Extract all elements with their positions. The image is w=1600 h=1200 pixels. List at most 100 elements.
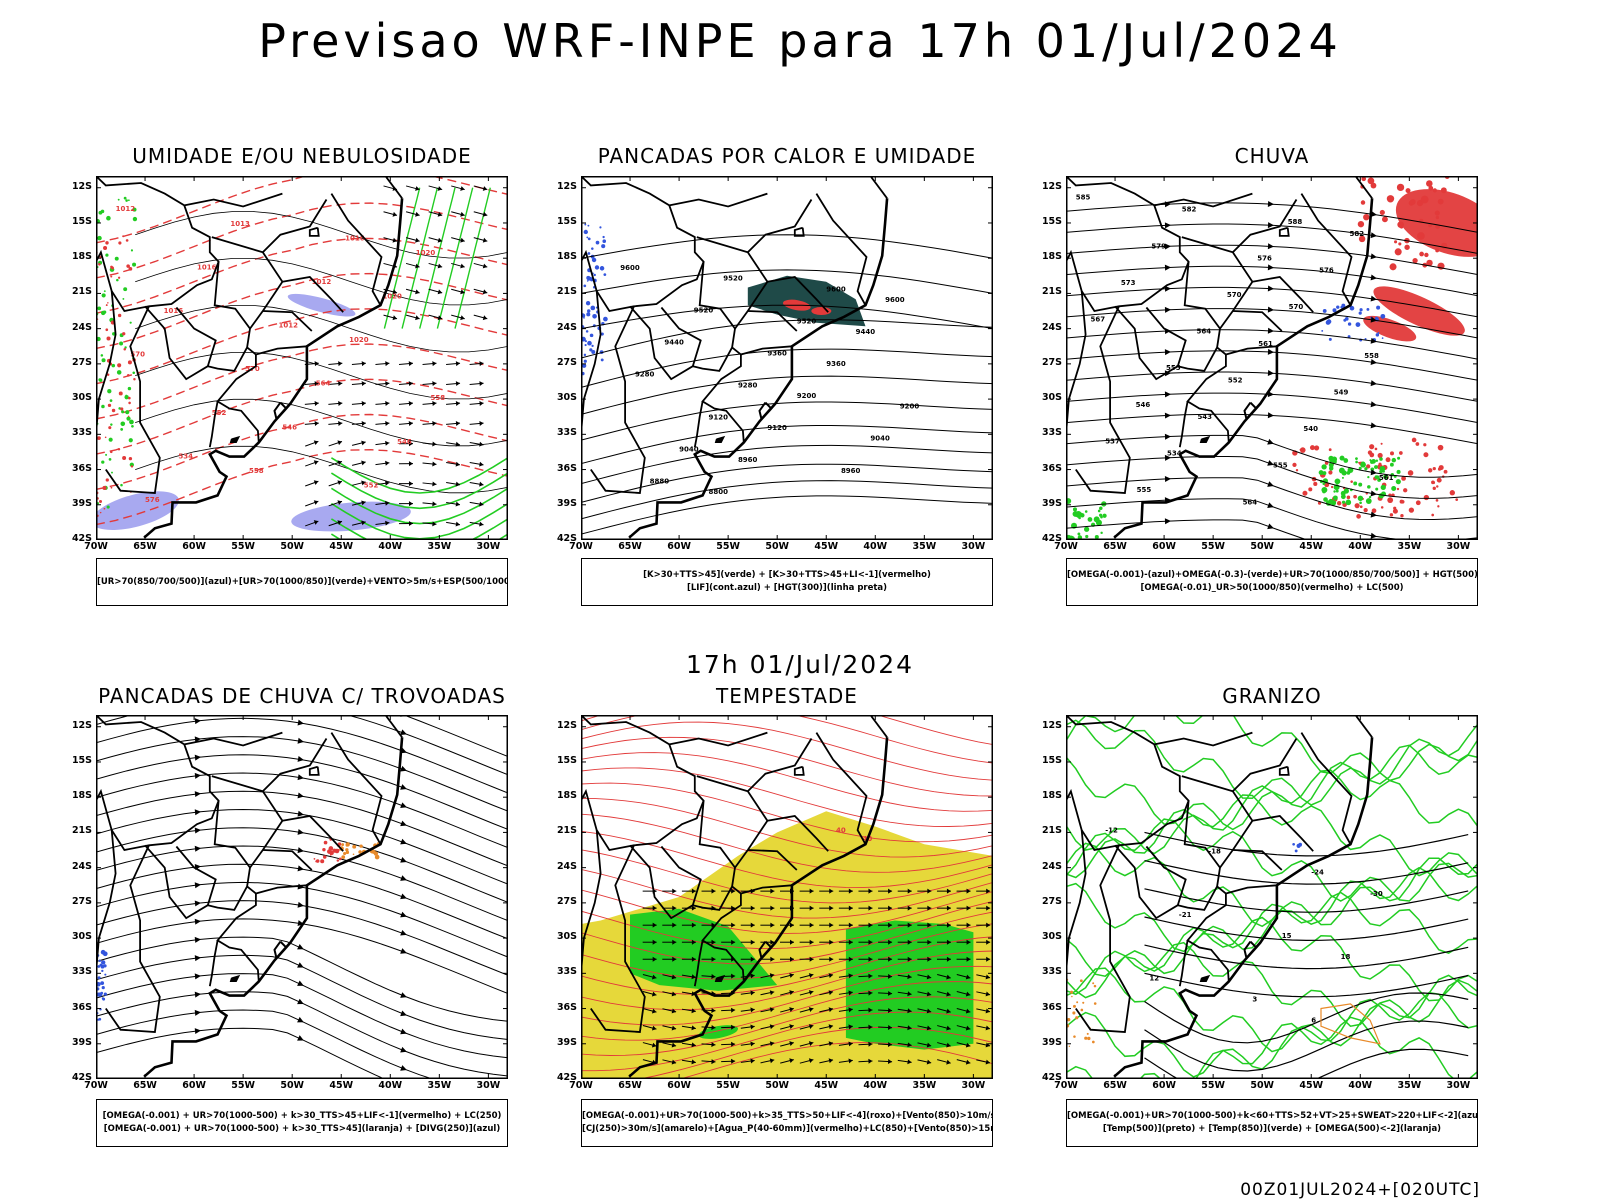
contour-label: 546 — [282, 423, 297, 431]
contour-label: 534 — [1167, 450, 1182, 458]
contour-label: 9120 — [709, 413, 729, 421]
lon-tick-label: 60W — [667, 541, 691, 552]
contour-label: 8960 — [841, 467, 861, 475]
map-frame — [581, 176, 993, 540]
legend-line: [Temp(500)](preto) + [Temp(850)](verde) … — [1102, 1124, 1442, 1134]
map — [96, 715, 508, 1079]
panel-chuva: CHUVA 585 582 588 582 579 576 576 573 570 570 567 56… — [1026, 144, 1518, 610]
contour-label: 9520 — [797, 317, 817, 325]
lat-tick-label: 12S — [71, 180, 92, 192]
lon-tick-label: 35W — [427, 1080, 452, 1091]
contour-label: 40 — [836, 826, 846, 834]
contour-label: 561 — [1258, 340, 1273, 348]
lon-tick-label: 45W — [814, 1080, 839, 1091]
contour-label: 8960 — [738, 456, 758, 464]
contour-label: 576 — [1319, 267, 1334, 275]
run-timestamp: 00Z01JUL2024+[020UTC] — [1240, 1180, 1480, 1200]
lat-tick-label: 12S — [556, 180, 577, 192]
coastlines — [581, 176, 889, 539]
contour-label: 570 — [1289, 303, 1304, 311]
contour-label: 543 — [1197, 413, 1212, 421]
contour-label: 8800 — [709, 488, 729, 496]
lat-tick-label: 33S — [1041, 427, 1062, 439]
lon-tick-label: 45W — [1299, 541, 1324, 552]
contour-label: 9280 — [635, 371, 655, 379]
contour-label: -30 — [1370, 890, 1383, 898]
lat-tick-label: 30S — [556, 392, 577, 404]
lon-tick-label: 40W — [378, 541, 403, 552]
lat-tick-label: 24S — [556, 860, 577, 872]
contour-label: -21 — [1179, 911, 1192, 919]
map-frame — [96, 715, 508, 1079]
contour-label: 588 — [1288, 218, 1303, 226]
panel-title: CHUVA — [1234, 144, 1310, 168]
lat-tick-label: 33S — [1041, 966, 1062, 978]
lon-tick-label: 70W — [1054, 1080, 1078, 1091]
contour-label: 570 — [130, 351, 145, 359]
lat-tick-label: 12S — [1041, 719, 1062, 731]
contour-label: 585 — [1076, 193, 1091, 201]
map-frame — [1066, 715, 1478, 1079]
lon-tick-label: 60W — [667, 1080, 691, 1091]
lon-tick-label: 50W — [765, 541, 790, 552]
contour-label: 570 — [1227, 291, 1242, 299]
contour-label: 1012 — [116, 205, 136, 213]
panel-granizo: GRANIZO -12 -18 -24 -30 -21 15 18 12 3 6 12S 15S 18S 2… — [1026, 684, 1518, 1151]
coastlines — [1066, 176, 1374, 539]
legend-line: [LIF](cont.azul) + [HGT(300)](linha pret… — [686, 583, 888, 593]
lat-tick-label: 18S — [556, 790, 577, 802]
lon-tick-label: 65W — [1103, 541, 1127, 552]
lat-tick-label: 18S — [71, 251, 92, 263]
contour-label: 564 — [1196, 328, 1211, 336]
lat-tick-label: 21S — [556, 825, 577, 837]
legend-line: [OMEGA(-0.001)+UR>70(1000-500)+k>35_TTS>… — [582, 1111, 993, 1121]
lon-tick-label: 30W — [961, 1080, 986, 1091]
lon-tick-label: 40W — [378, 1080, 403, 1091]
lat-tick-label: 21S — [71, 825, 92, 837]
lat-tick-label: 15S — [71, 215, 92, 227]
contour-label: 555 — [1137, 486, 1152, 494]
map-frame — [96, 176, 508, 540]
lat-tick-label: 39S — [71, 1036, 92, 1048]
lat-tick-label: 36S — [1041, 462, 1062, 474]
lat-tick-label: 24S — [71, 860, 92, 872]
map: -12 -18 -24 -30 -21 15 18 12 3 6 — [1066, 715, 1478, 1079]
map: 585 582 588 582 579 576 576 573 570 570 567 564 561 5… — [1066, 176, 1478, 540]
lon-tick-label: 35W — [912, 1080, 937, 1091]
lat-tick-label: 36S — [556, 462, 577, 474]
lat-tick-label: 36S — [1041, 1001, 1062, 1013]
lon-tick-label: 45W — [329, 541, 354, 552]
legend-box: [K>30+TTS>45](verde) + [K>30+TTS>45+LI<-… — [581, 558, 993, 606]
lon-tick-label: 70W — [569, 541, 593, 552]
legend-line: [OMEGA(-0.001)+UR>70(1000-500)+k<60+TTS>… — [1067, 1111, 1478, 1121]
contour-label: 546 — [397, 438, 412, 446]
panel-title: UMIDADE E/OU NEBULOSIDADE — [132, 144, 472, 168]
lon-tick-label: 55W — [231, 541, 255, 552]
legend-box: [OMEGA(-0.001)+UR>70(1000-500)+k<60+TTS>… — [1066, 1099, 1478, 1147]
lat-tick-label: 30S — [71, 931, 92, 943]
lat-tick-label: 30S — [1041, 392, 1062, 404]
contour-label: 9440 — [664, 339, 684, 347]
contour-label: 1012 — [312, 278, 332, 286]
lon-tick-label: 65W — [1103, 1080, 1127, 1091]
contour-label: 9360 — [826, 360, 846, 368]
lat-tick-label: 42S — [1041, 1072, 1062, 1083]
contour-label: 9600 — [620, 264, 640, 272]
lat-tick-label: 39S — [1041, 497, 1062, 509]
coastlines — [581, 715, 889, 1078]
lon-tick-label: 70W — [84, 1080, 108, 1091]
contour-label: 564 — [316, 380, 331, 388]
contour-label: 9520 — [694, 307, 714, 315]
contour-label: 546 — [1136, 401, 1151, 409]
lat-tick-label: 21S — [1041, 286, 1062, 298]
panel-title: PANCADAS POR CALOR E UMIDADE — [597, 144, 977, 168]
contour-label: 9040 — [679, 445, 699, 453]
lon-tick-label: 35W — [1397, 541, 1422, 552]
contour-label: 9600 — [885, 296, 905, 304]
lon-tick-label: 45W — [814, 541, 839, 552]
lon-tick-label: 55W — [1201, 1080, 1225, 1091]
panel-tempestade: TEMPESTADE 40 40 12S 15S 18S 21S 24S 27S 30S 33S 36… — [541, 684, 1033, 1151]
contour-label: 8880 — [650, 477, 670, 485]
panel-title: TEMPESTADE — [716, 684, 858, 708]
lat-tick-label: 42S — [556, 533, 577, 544]
